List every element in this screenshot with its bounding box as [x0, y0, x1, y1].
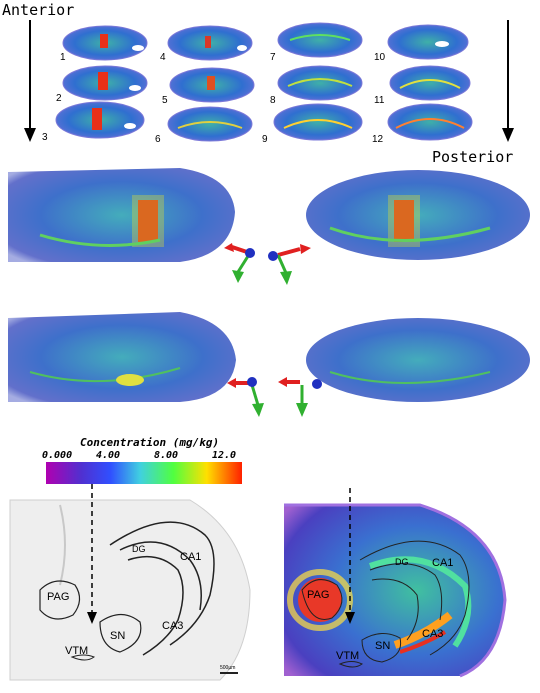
- heatmap-label-dg: DG: [395, 557, 409, 567]
- histology-label-ca3: CA3: [162, 620, 184, 632]
- colorbar-gradient: [46, 462, 242, 484]
- scale-bar: [220, 672, 238, 674]
- slice-1: [62, 25, 148, 61]
- posterior-label: Posterior: [432, 148, 514, 166]
- histology-label-ca1: CA1: [180, 551, 202, 563]
- slice-number-3: 3: [42, 132, 48, 143]
- slice-2: [62, 65, 148, 101]
- slice-number-10: 10: [374, 52, 386, 63]
- slice-number-5: 5: [162, 95, 168, 106]
- histology-label-dg: DG: [132, 544, 146, 554]
- heatmap-label-sn: SN: [375, 640, 391, 652]
- slice-number-2: 2: [56, 93, 62, 104]
- vtm-outline: [70, 654, 96, 661]
- heatmap-label-pag: PAG: [307, 589, 330, 601]
- slice-number-11: 11: [374, 95, 385, 106]
- histology-label-vtm: VTM: [65, 645, 89, 657]
- slice-7: [277, 22, 363, 58]
- heatmap-label-ca3: CA3: [422, 628, 444, 640]
- render-bottom-right: [306, 318, 530, 402]
- ca1-contour: [109, 521, 215, 646]
- slice-3: [55, 101, 145, 139]
- slice-number-1: 1: [60, 52, 66, 63]
- slice-number-4: 4: [160, 52, 166, 63]
- slice-number-6: 6: [155, 134, 161, 145]
- render-bottom-left: [8, 312, 236, 402]
- slice-4: [167, 25, 253, 61]
- colorbar-tick-0: 0.000: [42, 450, 73, 461]
- slice-8: [277, 65, 363, 101]
- posterior-arrowhead: [502, 128, 514, 142]
- slice-10: [387, 24, 469, 60]
- render-top-left: [8, 168, 235, 262]
- colorbar-tick-8: 8.00: [154, 450, 179, 461]
- slice-number-12: 12: [372, 134, 384, 145]
- render-top-right: [306, 170, 530, 260]
- slice-number-8: 8: [270, 95, 276, 106]
- slice-12: [387, 103, 473, 141]
- anterior-arrowhead: [24, 128, 36, 142]
- sn-outline: [99, 613, 142, 653]
- axis-triad-4: [278, 377, 322, 417]
- slice-number-7: 7: [270, 52, 276, 63]
- axis-triad-1: [224, 243, 255, 283]
- dg-contour: [119, 541, 202, 611]
- slice-grid: [55, 22, 473, 142]
- scale-bar-label: 500µm: [220, 665, 236, 671]
- pag-outline: [39, 580, 81, 620]
- slice-5: [169, 67, 255, 103]
- histology-label-pag: PAG: [47, 591, 70, 603]
- slice-number-9: 9: [262, 134, 268, 145]
- heatmap-section: [284, 503, 507, 678]
- colorbar-title: Concentration (mg/kg): [80, 436, 220, 449]
- heatmap-label-ca1: CA1: [432, 557, 454, 569]
- slice-6: [167, 106, 253, 142]
- axis-triad-2: [268, 244, 311, 285]
- slice-11: [389, 65, 471, 101]
- ca3-contour: [127, 555, 184, 656]
- anterior-label: Anterior: [2, 1, 75, 19]
- histology-label-sn: SN: [110, 630, 126, 642]
- slice-9: [273, 103, 363, 141]
- colorbar-tick-4: 4.00: [96, 450, 121, 461]
- heatmap-label-vtm: VTM: [336, 650, 360, 662]
- colorbar-tick-12: 12.0: [212, 450, 237, 461]
- histology-section: [9, 499, 251, 681]
- axis-triad-3: [227, 377, 264, 417]
